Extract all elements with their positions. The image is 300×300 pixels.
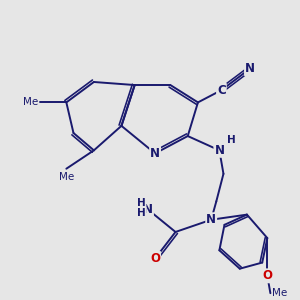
Text: O: O bbox=[150, 252, 160, 265]
Text: Me: Me bbox=[272, 288, 287, 298]
Text: N: N bbox=[150, 147, 160, 160]
Text: N: N bbox=[143, 203, 153, 216]
Text: Me: Me bbox=[23, 98, 38, 107]
Text: H: H bbox=[137, 198, 146, 208]
Text: N: N bbox=[214, 144, 224, 157]
Text: H: H bbox=[137, 208, 146, 218]
Text: Me: Me bbox=[59, 172, 74, 182]
Text: N: N bbox=[206, 213, 216, 226]
Text: N: N bbox=[245, 62, 255, 75]
Text: H: H bbox=[227, 135, 236, 145]
Text: C: C bbox=[217, 84, 226, 97]
Text: O: O bbox=[262, 269, 272, 282]
